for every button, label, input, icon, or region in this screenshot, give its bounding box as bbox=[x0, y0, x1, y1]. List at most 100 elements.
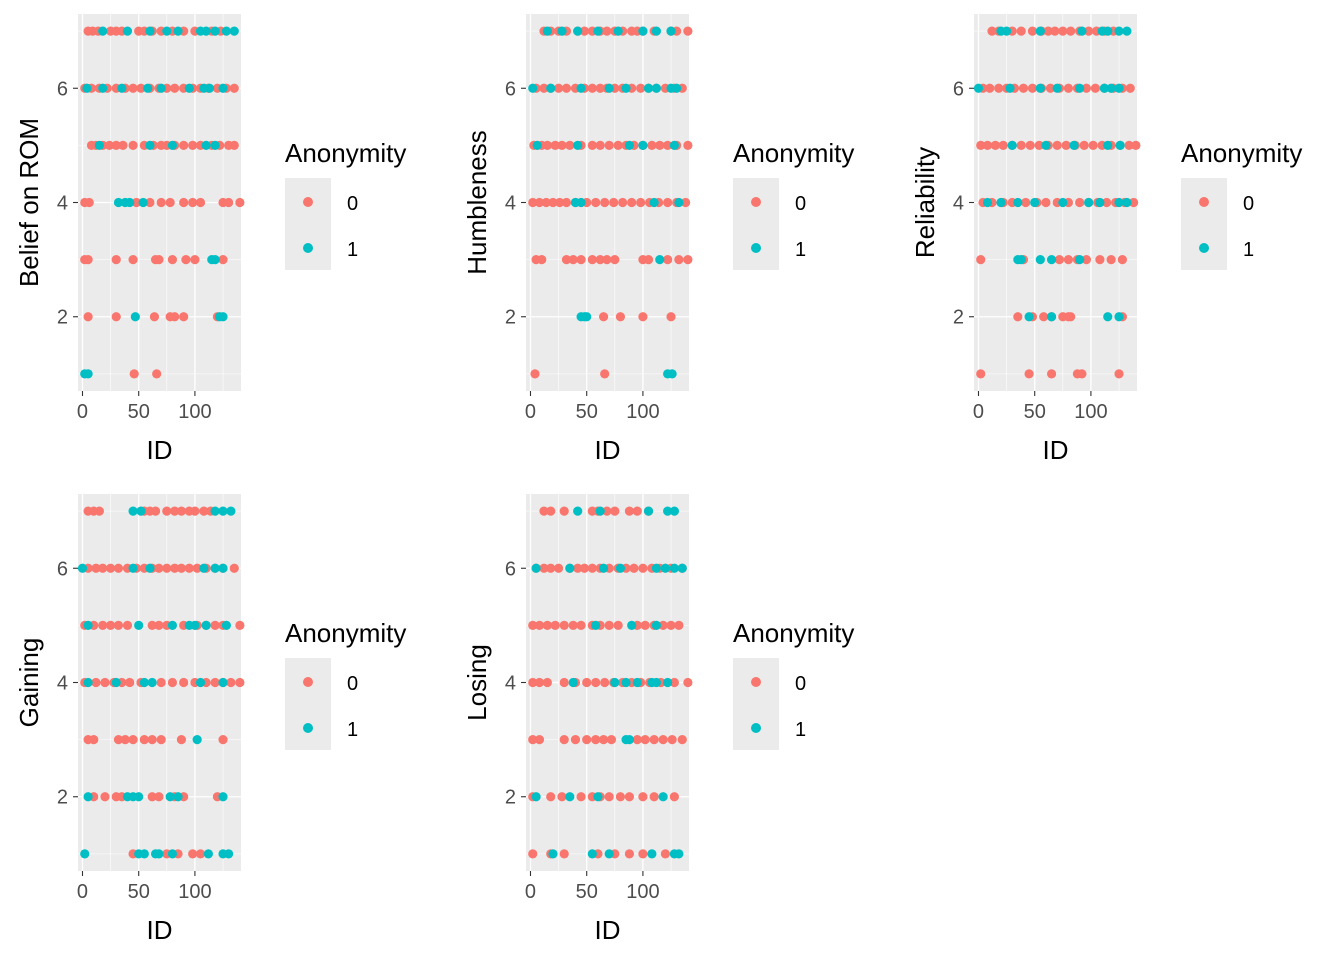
data-point-anonymity-0 bbox=[683, 255, 693, 265]
data-point-anonymity-0 bbox=[546, 563, 556, 573]
scatter-plot: 0 50 100 2 4 6 ID Humbleness bbox=[462, 14, 693, 465]
data-point-anonymity-1 bbox=[1046, 255, 1057, 265]
data-point-anonymity-1 bbox=[621, 677, 631, 688]
x-tick-label: 50 bbox=[128, 881, 150, 903]
data-point-anonymity-1 bbox=[1075, 83, 1085, 93]
data-point-anonymity-0 bbox=[1106, 255, 1116, 265]
data-point-anonymity-1 bbox=[218, 83, 228, 93]
data-point-anonymity-0 bbox=[125, 677, 135, 688]
data-point-anonymity-0 bbox=[982, 140, 993, 150]
legend-title: Anonymity bbox=[1181, 138, 1303, 168]
data-point-anonymity-0 bbox=[129, 369, 139, 379]
legend-keys bbox=[285, 658, 331, 750]
data-point-anonymity-0 bbox=[136, 83, 146, 93]
y-axis-title: Humbleness bbox=[462, 130, 492, 275]
data-point-anonymity-0 bbox=[683, 677, 693, 688]
data-point-anonymity-1 bbox=[201, 140, 211, 150]
legend-key-1 bbox=[751, 723, 761, 733]
data-point-anonymity-0 bbox=[559, 620, 569, 630]
data-point-anonymity-0 bbox=[199, 506, 209, 516]
scatter-panel-gaining: 0 50 100 2 4 6 ID Gaining Anonymity 0 1 bbox=[0, 480, 448, 960]
data-point-anonymity-0 bbox=[640, 620, 650, 630]
data-point-anonymity-1 bbox=[184, 83, 194, 93]
data-point-anonymity-1 bbox=[557, 26, 567, 36]
data-point-anonymity-0 bbox=[188, 140, 198, 150]
data-point-anonymity-0 bbox=[229, 140, 239, 150]
data-point-anonymity-0 bbox=[528, 677, 538, 688]
legend-key-0 bbox=[303, 677, 313, 687]
data-point-anonymity-1 bbox=[1103, 312, 1113, 322]
data-point-anonymity-0 bbox=[528, 620, 538, 630]
data-point-anonymity-0 bbox=[528, 197, 538, 208]
data-point-anonymity-0 bbox=[1061, 140, 1071, 150]
data-point-anonymity-0 bbox=[576, 255, 586, 265]
data-point-anonymity-0 bbox=[1066, 312, 1076, 322]
legend-keys bbox=[1181, 178, 1227, 270]
data-point-anonymity-0 bbox=[1039, 312, 1049, 322]
data-point-anonymity-1 bbox=[134, 620, 144, 630]
data-point-anonymity-0 bbox=[655, 140, 665, 150]
data-point-anonymity-0 bbox=[179, 312, 189, 322]
data-point-anonymity-0 bbox=[147, 735, 157, 745]
data-point-anonymity-0 bbox=[179, 197, 189, 208]
data-point-anonymity-0 bbox=[557, 140, 567, 150]
data-point-anonymity-0 bbox=[568, 255, 578, 265]
data-point-anonymity-0 bbox=[528, 849, 538, 859]
data-point-anonymity-1 bbox=[973, 83, 984, 93]
data-point-anonymity-0 bbox=[170, 312, 180, 322]
data-point-anonymity-0 bbox=[1016, 26, 1026, 36]
y-tick-label: 4 bbox=[57, 673, 68, 695]
x-tick-label: 50 bbox=[1024, 401, 1046, 423]
legend-key-0 bbox=[1199, 197, 1209, 207]
data-point-anonymity-1 bbox=[1013, 197, 1023, 208]
legend-key-1 bbox=[303, 243, 313, 253]
data-point-anonymity-1 bbox=[1114, 312, 1124, 322]
data-point-anonymity-0 bbox=[610, 255, 620, 265]
data-point-anonymity-1 bbox=[593, 792, 603, 802]
data-point-anonymity-1 bbox=[573, 506, 583, 516]
legend: Anonymity 0 1 bbox=[285, 138, 425, 278]
data-point-anonymity-1 bbox=[677, 563, 687, 573]
data-point-anonymity-1 bbox=[531, 792, 541, 802]
data-point-anonymity-1 bbox=[156, 83, 166, 93]
data-point-anonymity-1 bbox=[663, 506, 673, 516]
legend-label-0: 0 bbox=[347, 193, 359, 215]
data-point-anonymity-0 bbox=[1043, 26, 1053, 36]
data-point-anonymity-0 bbox=[582, 677, 592, 688]
data-point-anonymity-0 bbox=[559, 506, 569, 516]
data-point-anonymity-1 bbox=[83, 369, 93, 379]
data-point-anonymity-1 bbox=[669, 140, 679, 150]
data-point-anonymity-0 bbox=[658, 620, 668, 630]
data-point-anonymity-1 bbox=[666, 26, 676, 36]
data-point-anonymity-1 bbox=[651, 677, 661, 688]
data-point-anonymity-1 bbox=[117, 83, 127, 93]
legend-label-1: 1 bbox=[347, 719, 359, 741]
data-point-anonymity-0 bbox=[610, 506, 620, 516]
x-tick-label: 0 bbox=[77, 401, 88, 423]
data-point-anonymity-0 bbox=[94, 506, 104, 516]
data-point-anonymity-0 bbox=[156, 197, 166, 208]
data-point-anonymity-0 bbox=[530, 369, 540, 379]
y-tick-label: 4 bbox=[505, 673, 516, 695]
legend-label-1: 1 bbox=[795, 719, 807, 741]
data-point-anonymity-1 bbox=[531, 563, 541, 573]
data-point-anonymity-1 bbox=[638, 140, 648, 150]
data-point-anonymity-0 bbox=[573, 563, 583, 573]
data-point-anonymity-1 bbox=[1024, 312, 1034, 322]
data-point-anonymity-0 bbox=[663, 255, 673, 265]
data-point-anonymity-0 bbox=[669, 792, 679, 802]
data-point-anonymity-0 bbox=[1081, 83, 1092, 93]
data-point-anonymity-0 bbox=[600, 369, 610, 379]
data-point-anonymity-0 bbox=[554, 83, 564, 93]
data-point-anonymity-1 bbox=[82, 83, 92, 93]
data-point-anonymity-0 bbox=[1114, 369, 1124, 379]
y-tick-label: 6 bbox=[57, 78, 68, 100]
data-point-anonymity-0 bbox=[976, 369, 986, 379]
data-point-anonymity-0 bbox=[582, 735, 592, 745]
y-tick-label: 2 bbox=[953, 307, 964, 329]
x-tick-label: 0 bbox=[525, 401, 536, 423]
data-point-anonymity-0 bbox=[598, 735, 609, 745]
legend-label-1: 1 bbox=[795, 239, 807, 261]
data-point-anonymity-1 bbox=[565, 792, 575, 802]
data-point-anonymity-1 bbox=[658, 792, 668, 802]
